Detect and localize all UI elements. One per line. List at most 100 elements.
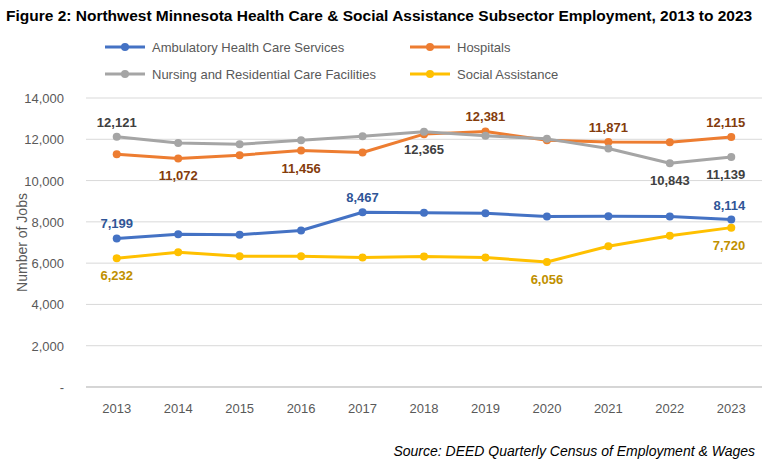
point bbox=[666, 159, 674, 167]
grid-line bbox=[86, 221, 762, 222]
legend-entry: Nursing and Residential Care Facilities bbox=[105, 67, 376, 82]
title: Figure 2: Northwest Minnesota Health Car… bbox=[6, 7, 753, 24]
point bbox=[481, 132, 489, 140]
data-label: 11,456 bbox=[282, 161, 321, 176]
legend-entry: Ambulatory Health Care Services bbox=[105, 40, 345, 55]
point bbox=[359, 254, 367, 262]
x-tick-label: 2017 bbox=[348, 401, 377, 416]
grid-line bbox=[86, 304, 762, 305]
source-note: Source: DEED Quarterly Census of Employm… bbox=[393, 443, 755, 459]
point bbox=[113, 234, 121, 242]
point bbox=[604, 212, 612, 220]
legend-marker bbox=[121, 43, 129, 51]
data-label: 10,843 bbox=[650, 173, 690, 188]
point bbox=[604, 242, 612, 250]
data-label: 12,121 bbox=[97, 115, 137, 130]
y-axis-title: Number of Jobs bbox=[14, 193, 30, 292]
legend-label: Nursing and Residential Care Facilities bbox=[152, 67, 376, 82]
y-tick-label: 12,000 bbox=[24, 132, 64, 147]
legend-label: Hospitals bbox=[457, 40, 511, 55]
point bbox=[543, 135, 551, 143]
x-tick-label: 2015 bbox=[225, 401, 254, 416]
plot-area bbox=[113, 127, 736, 266]
legend-entry: Social Assistance bbox=[410, 67, 558, 82]
data-label: 11,871 bbox=[589, 120, 628, 135]
series-line bbox=[117, 132, 732, 163]
point bbox=[236, 252, 244, 260]
point bbox=[359, 132, 367, 140]
point bbox=[666, 138, 674, 146]
point bbox=[297, 252, 305, 260]
data-label: 8,114 bbox=[713, 198, 746, 213]
grid-line bbox=[86, 345, 762, 346]
data-label: 12,365 bbox=[404, 142, 444, 157]
point bbox=[420, 128, 428, 136]
point bbox=[236, 151, 244, 159]
point bbox=[113, 254, 121, 262]
legend-label: Ambulatory Health Care Services bbox=[152, 40, 345, 55]
point bbox=[727, 224, 735, 232]
y-tick-label: - bbox=[60, 380, 64, 395]
grid-line bbox=[86, 387, 762, 388]
x-tick-label: 2020 bbox=[532, 401, 561, 416]
point bbox=[236, 231, 244, 239]
point bbox=[420, 209, 428, 217]
point bbox=[604, 145, 612, 153]
x-tick-label: 2013 bbox=[102, 401, 131, 416]
data-label: 8,467 bbox=[346, 190, 379, 205]
point bbox=[359, 208, 367, 216]
point bbox=[174, 154, 182, 162]
point bbox=[174, 230, 182, 238]
y-tick-label: 10,000 bbox=[24, 174, 64, 189]
point bbox=[236, 140, 244, 148]
x-tick-label: 2023 bbox=[717, 401, 746, 416]
point bbox=[481, 209, 489, 217]
y-tick-label: 2,000 bbox=[31, 339, 64, 354]
data-labels: 7,199 8,467 8,114 11,072 11,456 12,381 11,871 1… bbox=[97, 109, 746, 287]
y-tick-label: 8,000 bbox=[31, 215, 64, 230]
point bbox=[174, 139, 182, 147]
x-tick-label: 2021 bbox=[594, 401, 623, 416]
grid-line bbox=[86, 263, 762, 264]
x-tick-label: 2022 bbox=[655, 401, 684, 416]
point bbox=[727, 133, 735, 141]
chart: Figure 2: Northwest Minnesota Health Car… bbox=[0, 0, 763, 472]
point bbox=[727, 216, 735, 224]
series-line bbox=[117, 228, 732, 262]
point bbox=[543, 212, 551, 220]
point bbox=[359, 148, 367, 156]
data-label: 12,381 bbox=[466, 109, 506, 124]
point bbox=[174, 248, 182, 256]
data-label: 11,139 bbox=[706, 167, 745, 182]
point bbox=[666, 212, 674, 220]
legend-marker bbox=[121, 70, 129, 78]
point bbox=[297, 136, 305, 144]
legend-marker bbox=[426, 43, 434, 51]
point bbox=[113, 150, 121, 158]
grid-line bbox=[86, 98, 762, 99]
data-label: 7,199 bbox=[100, 216, 133, 231]
legend-label: Social Assistance bbox=[457, 67, 558, 82]
point bbox=[297, 227, 305, 235]
point bbox=[113, 133, 121, 141]
x-tick-label: 2019 bbox=[471, 401, 500, 416]
legend-entry: Hospitals bbox=[410, 40, 511, 55]
grid-line bbox=[86, 139, 762, 140]
data-label: 6,232 bbox=[100, 268, 133, 283]
y-tick-label: 14,000 bbox=[24, 91, 64, 106]
data-label: 6,056 bbox=[531, 272, 564, 287]
x-axis bbox=[86, 387, 762, 388]
data-label: 11,072 bbox=[159, 168, 198, 183]
x-tick-label: 2018 bbox=[410, 401, 439, 416]
data-label: 7,720 bbox=[713, 238, 746, 253]
x-tick-label: 2014 bbox=[164, 401, 193, 416]
x-tick-label: 2016 bbox=[287, 401, 316, 416]
point bbox=[481, 254, 489, 262]
point bbox=[543, 258, 551, 266]
point bbox=[727, 153, 735, 161]
y-tick-label: 4,000 bbox=[31, 297, 64, 312]
legend-marker bbox=[426, 70, 434, 78]
point bbox=[420, 253, 428, 261]
y-tick-label: 6,000 bbox=[31, 256, 64, 271]
point bbox=[666, 232, 674, 240]
